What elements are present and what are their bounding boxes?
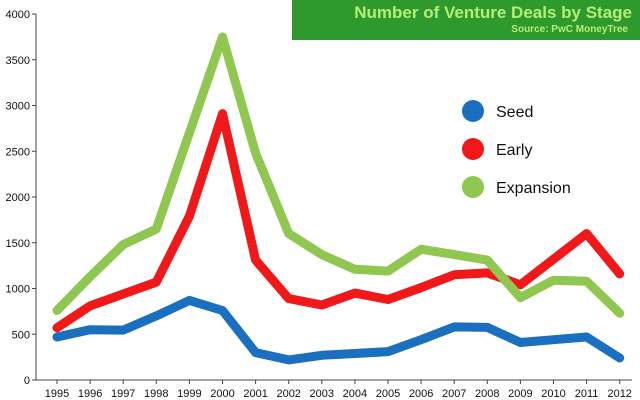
chart-title: Number of Venture Deals by Stage	[354, 3, 632, 22]
y-tick-label: 2500	[6, 146, 30, 158]
legend-label-expansion: Expansion	[496, 180, 571, 197]
x-tick-label: 2011	[575, 388, 599, 400]
x-tick-label: 1999	[177, 388, 201, 400]
y-axis-ticks: 0 500 1000 1500 2000 2500 3000 3500 4000	[6, 9, 36, 387]
x-tick-label: 2005	[376, 388, 400, 400]
y-tick-label: 1500	[6, 238, 30, 250]
x-tick-label: 2012	[607, 388, 631, 400]
x-tick-label: 2010	[541, 388, 565, 400]
y-tick-label: 1000	[6, 284, 30, 296]
x-axis-ticks: 1995 1996 1997 1998 1999 2000 2001 2002 2003 2004…	[45, 380, 632, 400]
x-tick-label: 1997	[111, 388, 135, 400]
x-tick-label: 1995	[45, 388, 69, 400]
y-tick-label: 3500	[6, 55, 30, 67]
x-tick-label: 2008	[475, 388, 499, 400]
x-tick-label: 1996	[78, 388, 102, 400]
y-tick-label: 3000	[6, 101, 30, 113]
legend-marker-seed	[462, 100, 484, 122]
series-lines	[52, 32, 625, 365]
x-tick-label: 2006	[409, 388, 433, 400]
x-tick-label: 2007	[442, 388, 466, 400]
x-tick-label: 2001	[243, 388, 267, 400]
series-line-expansion	[52, 32, 625, 318]
x-tick-label: 2004	[343, 388, 367, 400]
x-tick-label: 2009	[508, 388, 532, 400]
series-line-early	[52, 109, 625, 333]
x-tick-label: 2003	[310, 388, 334, 400]
legend-label-early: Early	[496, 142, 532, 159]
legend-marker-expansion	[462, 176, 484, 198]
y-tick-label: 2000	[6, 192, 30, 204]
x-tick-label: 2002	[276, 388, 300, 400]
y-tick-label: 500	[12, 329, 30, 341]
legend: Seed Early Expansion	[462, 100, 571, 198]
y-tick-label: 0	[24, 375, 30, 387]
series-line-seed	[52, 295, 625, 365]
y-tick-label: 4000	[6, 9, 30, 21]
chart-source: Source: PwC MoneyTree	[511, 24, 628, 35]
x-tick-label: 1998	[144, 388, 168, 400]
x-tick-label: 2000	[210, 388, 234, 400]
title-banner: Number of Venture Deals by Stage Source:…	[292, 0, 640, 40]
legend-label-seed: Seed	[496, 104, 533, 121]
legend-marker-early	[462, 138, 484, 160]
